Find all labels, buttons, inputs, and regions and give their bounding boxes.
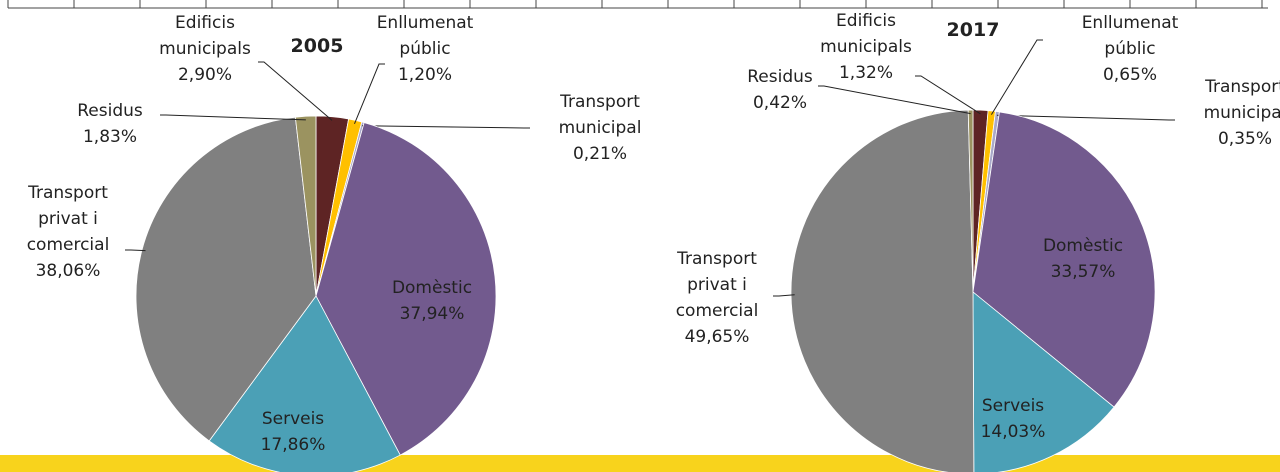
label-line: municipal: [1204, 103, 1280, 123]
label-line: Enllumenat: [1082, 13, 1179, 33]
slice-value-label: 38,06%: [36, 261, 101, 281]
slice-label: Edificis municipals: [820, 11, 912, 57]
slice-value-label: 0,21%: [573, 144, 627, 164]
label-line: Transport: [559, 92, 640, 112]
slice-value-label: 1,32%: [839, 63, 893, 83]
leader-line: [773, 294, 795, 297]
leader-line: [160, 114, 306, 121]
pie-slice: [790, 109, 975, 472]
pie-slice: [972, 111, 1156, 408]
label-line: municipals: [159, 39, 251, 59]
label-line: públic: [1104, 39, 1155, 59]
label-line: Edificis: [836, 11, 896, 31]
slice-value-label: 0,35%: [1218, 129, 1272, 149]
leader-line: [354, 63, 385, 125]
slice-label: Transport municipal: [559, 92, 642, 138]
label-line: municipals: [820, 37, 912, 57]
slice-label: Domèstic: [1043, 236, 1123, 256]
slice-value-label: 0,65%: [1103, 65, 1157, 85]
slice-value-label: 1,20%: [398, 65, 452, 85]
slice-label: Domèstic: [392, 278, 472, 298]
label-line: Residus: [77, 101, 143, 121]
label-line: privat i: [38, 209, 98, 229]
slice-label: Enllumenat públic: [1082, 13, 1179, 59]
label-line: Transport: [1204, 77, 1280, 97]
table-strip: [7, 0, 1268, 9]
leader-line: [818, 85, 971, 115]
label-line: Transport: [27, 183, 108, 203]
footer-band: [0, 455, 1280, 472]
label-line: Serveis: [262, 409, 324, 429]
label-line: Residus: [747, 67, 813, 87]
slice-label: Serveis: [262, 409, 324, 429]
slice-value-label: 33,57%: [1051, 262, 1116, 282]
pie-slice: [967, 109, 974, 293]
leader-line: [362, 125, 530, 129]
label-line: comercial: [676, 301, 759, 321]
chart-title: 2005: [291, 35, 344, 57]
label-line: privat i: [687, 275, 747, 295]
slice-label: Transport privat i comercial: [676, 249, 759, 321]
slice-label: Edificis municipals: [159, 13, 251, 59]
slice-label: Enllumenat públic: [377, 13, 474, 59]
label-line: Domèstic: [392, 278, 472, 298]
leader-line: [125, 249, 146, 252]
pie-slice: [135, 116, 317, 442]
label-line: Domèstic: [1043, 236, 1123, 256]
label-line: Enllumenat: [377, 13, 474, 33]
leader-line: [915, 75, 981, 115]
chart-title: 2017: [947, 19, 1000, 41]
pie-slice: [294, 115, 317, 297]
slice-label: Residus: [747, 67, 813, 87]
slice-label: Residus: [77, 101, 143, 121]
slice-value-label: 1,83%: [83, 127, 137, 147]
label-line: Serveis: [982, 396, 1044, 416]
pie-slice: [208, 295, 401, 472]
label-line: municipal: [559, 118, 642, 138]
label-line: Transport: [676, 249, 757, 269]
pie-slice: [315, 122, 497, 456]
slice-label: Transport privat i comercial: [27, 183, 110, 255]
label-line: públic: [399, 39, 450, 59]
leader-line: [258, 61, 333, 121]
slice-label: Transport municipal: [1204, 77, 1280, 123]
slice-value-label: 49,65%: [685, 327, 750, 347]
slice-value-label: 2,90%: [178, 65, 232, 85]
slice-value-label: 17,86%: [261, 435, 326, 455]
slice-value-label: 37,94%: [400, 304, 465, 324]
slice-value-label: 14,03%: [981, 422, 1046, 442]
slice-label: Serveis: [982, 396, 1044, 416]
leader-line: [996, 114, 1175, 121]
label-line: comercial: [27, 235, 110, 255]
pie-slice: [972, 291, 1115, 472]
label-line: Edificis: [175, 13, 235, 33]
slice-value-label: 0,42%: [753, 93, 807, 113]
leader-line: [990, 39, 1043, 115]
